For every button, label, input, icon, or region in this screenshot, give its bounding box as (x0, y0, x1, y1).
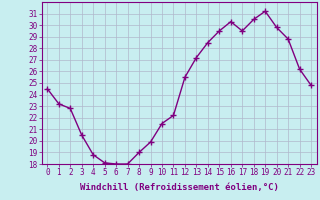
X-axis label: Windchill (Refroidissement éolien,°C): Windchill (Refroidissement éolien,°C) (80, 183, 279, 192)
